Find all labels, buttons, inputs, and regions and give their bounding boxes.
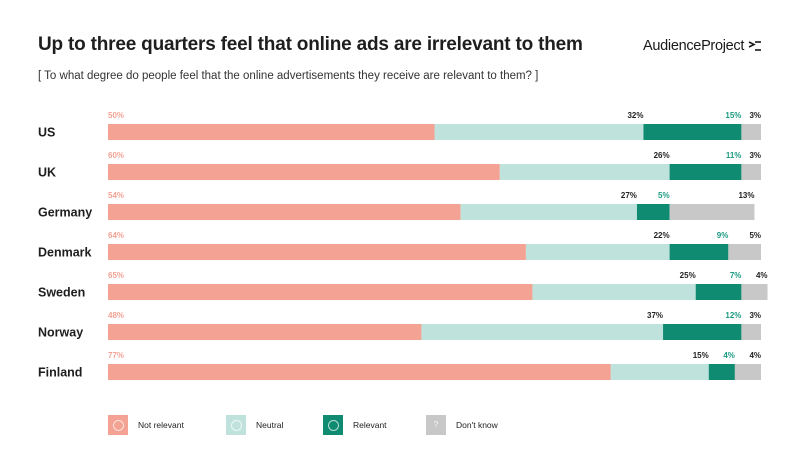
bar-segment-dont-know	[734, 364, 761, 380]
data-label-neutral: 26%	[654, 151, 670, 160]
bar-segment-neutral	[499, 164, 670, 180]
bar-segment-not-relevant	[108, 124, 435, 140]
data-label-relevant: 12%	[725, 311, 741, 320]
bar-segment-relevant	[643, 124, 742, 140]
bar-segment-relevant	[695, 284, 742, 300]
stacked-bar-chart: US 50% 32% 15% 3% UK 60% 26% 11% 3% Germany 54% 27% 5…	[38, 111, 768, 380]
data-label-neutral: 27%	[621, 191, 637, 200]
bar-segment-dont-know	[741, 124, 761, 140]
chart-subtitle: [ To what degree do people feel that the…	[38, 70, 539, 82]
legend-item-dont-know: ? Don't know	[426, 415, 498, 435]
bar-segment-not-relevant	[108, 364, 611, 380]
category-label: Germany	[38, 206, 92, 220]
category-label: Sweden	[38, 286, 85, 300]
chart-title: Up to three quarters feel that online ad…	[38, 34, 583, 55]
frown-face-icon	[112, 419, 124, 431]
data-label-dont-know: 13%	[738, 191, 754, 200]
data-label-neutral: 22%	[654, 231, 670, 240]
legend-swatch-neutral	[226, 415, 246, 435]
bar-segment-not-relevant	[108, 244, 526, 260]
legend-label: Not relevant	[138, 420, 184, 430]
data-label-dont-know: 4%	[756, 271, 768, 280]
bar-segment-relevant	[636, 204, 670, 220]
category-label: Norway	[38, 326, 83, 340]
data-label-not-relevant: 65%	[108, 271, 124, 280]
data-label-not-relevant: 60%	[108, 151, 124, 160]
legend-swatch-not-relevant	[108, 415, 128, 435]
legend-item-relevant: Relevant	[323, 415, 387, 435]
data-label-neutral: 25%	[680, 271, 696, 280]
bar-segment-neutral	[610, 364, 709, 380]
legend-item-neutral: Neutral	[226, 415, 283, 435]
neutral-face-icon	[230, 419, 242, 431]
data-label-not-relevant: 50%	[108, 111, 124, 120]
data-label-not-relevant: 48%	[108, 311, 124, 320]
data-label-not-relevant: 54%	[108, 191, 124, 200]
question-mark-icon: ?	[433, 420, 439, 429]
data-label-neutral: 15%	[693, 351, 709, 360]
data-label-not-relevant: 64%	[108, 231, 124, 240]
brand-name: AudienceProject	[643, 38, 745, 54]
bar-segment-relevant	[669, 164, 742, 180]
bar-segment-not-relevant	[108, 204, 461, 220]
data-label-neutral: 32%	[627, 111, 643, 120]
data-label-relevant: 15%	[725, 111, 741, 120]
bar-segment-relevant	[663, 324, 742, 340]
legend-label: Relevant	[353, 420, 387, 430]
category-label: Denmark	[38, 246, 92, 260]
legend-label: Don't know	[456, 420, 498, 430]
data-label-relevant: 4%	[723, 351, 735, 360]
data-label-dont-know: 4%	[749, 351, 761, 360]
bar-segment-dont-know	[741, 164, 761, 180]
bar-segment-dont-know	[741, 284, 768, 300]
legend-swatch-relevant	[323, 415, 343, 435]
audienceproject-logo-icon	[748, 41, 762, 51]
data-label-neutral: 37%	[647, 311, 663, 320]
legend-label: Neutral	[256, 420, 284, 430]
bar-segment-neutral	[525, 244, 670, 260]
chart-legend: Not relevant Neutral Relevant ? Don't kn…	[0, 415, 800, 439]
bar-segment-dont-know	[728, 244, 761, 260]
data-label-dont-know: 3%	[749, 311, 761, 320]
bar-segment-relevant	[669, 244, 729, 260]
data-label-relevant: 11%	[726, 151, 742, 160]
bar-segment-not-relevant	[108, 324, 422, 340]
data-label-relevant: 9%	[717, 231, 729, 240]
bar-segment-dont-know	[741, 324, 761, 340]
smile-face-icon	[327, 419, 339, 431]
category-label: UK	[38, 166, 56, 180]
data-label-dont-know: 5%	[749, 231, 761, 240]
data-label-dont-know: 3%	[749, 151, 761, 160]
bar-segment-not-relevant	[108, 284, 533, 300]
bar-segment-neutral	[434, 124, 644, 140]
category-label: Finland	[38, 366, 82, 380]
legend-item-not-relevant: Not relevant	[108, 415, 184, 435]
data-label-dont-know: 3%	[749, 111, 761, 120]
bar-segment-not-relevant	[108, 164, 500, 180]
data-label-not-relevant: 77%	[108, 351, 124, 360]
bar-segment-dont-know	[669, 204, 755, 220]
bar-segment-neutral	[460, 204, 637, 220]
data-label-relevant: 7%	[730, 271, 742, 280]
bar-segment-neutral	[421, 324, 664, 340]
brand-logo: AudienceProject	[643, 38, 762, 54]
category-label: US	[38, 126, 55, 140]
data-label-relevant: 5%	[658, 191, 670, 200]
legend-swatch-dont-know: ?	[426, 415, 446, 435]
bar-segment-relevant	[708, 364, 735, 380]
bar-segment-neutral	[532, 284, 696, 300]
